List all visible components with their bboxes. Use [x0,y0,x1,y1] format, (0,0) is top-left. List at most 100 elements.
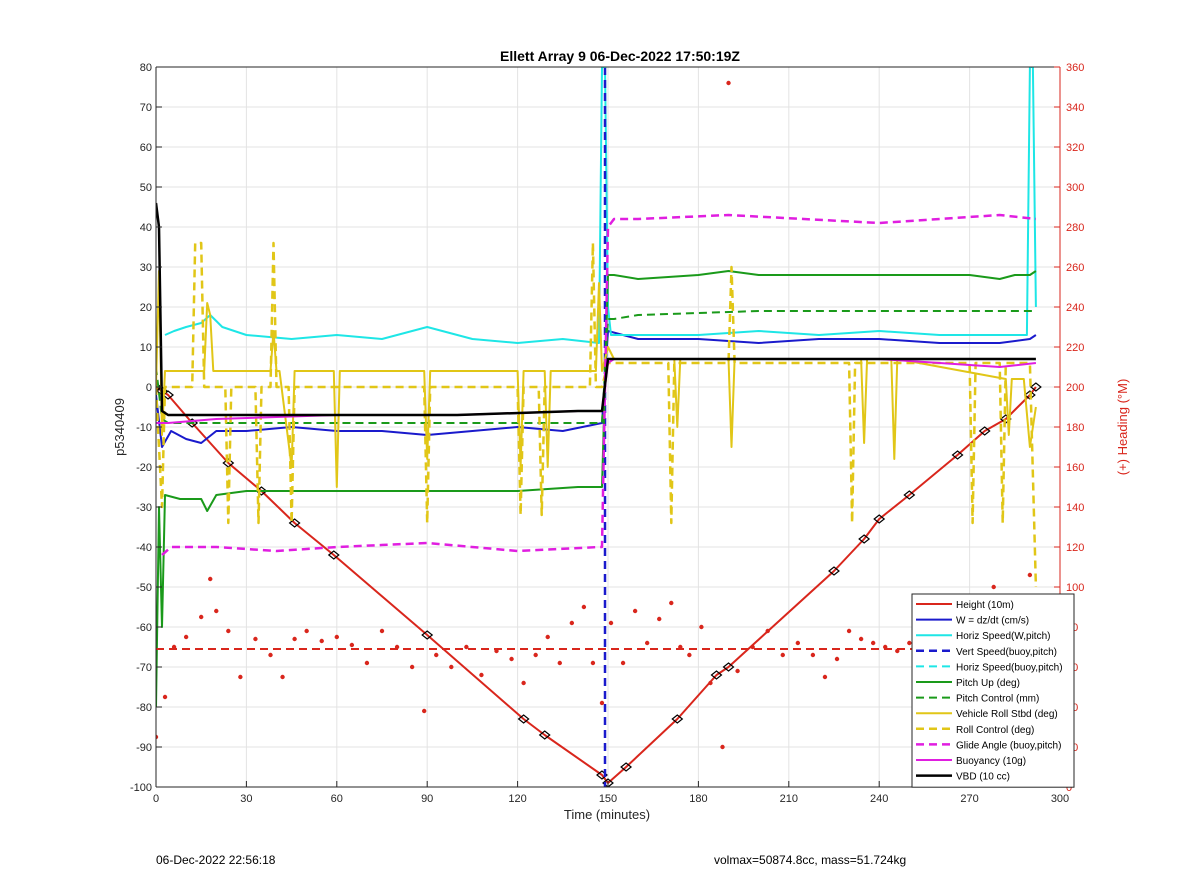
series-heading-point [780,652,785,658]
y-tick-label: 60 [140,142,152,154]
y-tick-label: -90 [136,742,152,754]
series-heading-point [253,636,258,642]
series-heading-point [521,680,526,686]
series-heading-point [364,660,370,666]
series-heading-point [1027,572,1033,578]
x-tick-label: 120 [508,793,526,805]
y-right-tick-label: 100 [1066,582,1084,594]
height-marker [1029,382,1042,392]
legend-label: Pitch Up (deg) [956,678,1020,689]
y-right-tick-label: 240 [1066,302,1084,314]
legend-label: W = dz/dt (cm/s) [956,616,1029,627]
series-heading-point [334,634,339,640]
series-heading-point [434,652,439,658]
series-heading-point [421,708,427,714]
y-tick-label: 70 [140,102,152,114]
y-right-tick-label: 180 [1066,422,1084,434]
series-heading-point [557,660,562,666]
series-heading-point [870,640,876,646]
series-heading-point [533,652,538,658]
y-tick-label: 10 [140,342,152,354]
series-heading-point [494,648,499,654]
series-heading-point [162,694,168,700]
height-marker [722,662,735,672]
y-tick-label: -80 [136,702,152,714]
legend-label: Vert Speed(buoy,pitch) [956,647,1057,658]
height-marker [538,730,551,740]
height-marker [602,778,614,787]
x-tick-label: 30 [240,793,252,805]
series-heading-point [726,80,731,86]
series-heading-point [379,628,385,634]
series-roll-control-deg-line [156,241,1038,588]
x-tick-label: 0 [153,793,159,805]
y-right-tick-label: 140 [1066,502,1084,514]
series-heading-point [620,660,626,666]
legend-label: Height (10m) [956,600,1014,611]
height-marker [288,518,301,528]
series-heading-point [720,744,725,750]
series-heading-point [409,664,415,670]
series-heading-point [349,642,355,648]
series-heading-point [599,700,605,706]
series-heading-point [238,674,243,680]
height-marker [517,714,530,724]
y-right-tick-label: 0 [1066,782,1072,794]
y-axis-right-label: (+) Heading (°M) [1115,379,1130,476]
y-axis-label: p5340409 [112,398,127,456]
height-marker [1023,390,1036,400]
y-tick-label: 40 [140,222,152,234]
series-vbd-10-cc-line [156,202,1036,417]
y-right-tick-label: 340 [1066,102,1084,114]
y-right-tick-label: 220 [1066,342,1084,354]
y-right-tick-label: 120 [1066,542,1084,554]
series-heading-point [319,638,324,644]
y-tick-label: -60 [136,622,152,634]
height-marker [421,630,434,640]
series-heading-point [280,674,285,680]
series-heading-point [708,680,713,686]
y-right-tick-label: 320 [1066,142,1084,154]
height-marker [873,514,886,524]
series-heading-point [883,644,888,650]
y-tick-label: 20 [140,302,152,314]
legend-label: Horiz Speed(W,pitch) [956,631,1050,642]
legend-label: Buoyancy (10g) [956,756,1026,767]
height-marker [978,426,991,436]
series-heading-point [822,674,828,680]
series-heading-point [569,620,575,626]
height-marker [828,566,840,576]
series-heading-point [226,628,231,634]
series-heading-point [199,614,204,620]
series-heading-point [657,616,662,622]
series-heading-point [292,636,297,642]
series-heading-point [171,644,177,650]
series-heading-point [644,640,650,646]
y-tick-label: 50 [140,182,152,194]
x-tick-label: 60 [331,793,343,805]
y-tick-label: -50 [136,582,152,594]
tick-layer: 0 30 60 90 120 150 180 210 240 270 300-100-90-80-7… [130,62,1084,805]
series-heading-point [795,640,801,646]
series-w-dz-dt-cm-s-line [156,330,1037,448]
legend: Height (10m) W = dz/dt (cm/s) Horiz Speed(… [911,593,1075,788]
x-tick-label: 180 [689,793,707,805]
series-heading-point [669,600,674,606]
y-tick-label: -10 [136,422,152,434]
series-heading-point [581,604,587,610]
y-right-tick-label: 200 [1066,382,1084,394]
chart-title: Ellett Array 9 06-Dec-2022 17:50:19Z [500,48,740,64]
series-heading-point [479,672,484,678]
series-horiz-speed-w-pitch-line [164,67,1037,344]
height-marker [951,450,964,460]
y-tick-label: -20 [136,462,152,474]
series-heading-point [895,648,900,654]
series-heading-point [268,652,273,658]
legend-label: Glide Angle (buoy,pitch) [956,740,1061,751]
y-tick-label: -70 [136,662,152,674]
series-heading-point [991,584,996,590]
series-heading-point [608,620,614,626]
legend-label: Roll Control (deg) [956,725,1034,736]
series-heading-point [678,644,683,650]
